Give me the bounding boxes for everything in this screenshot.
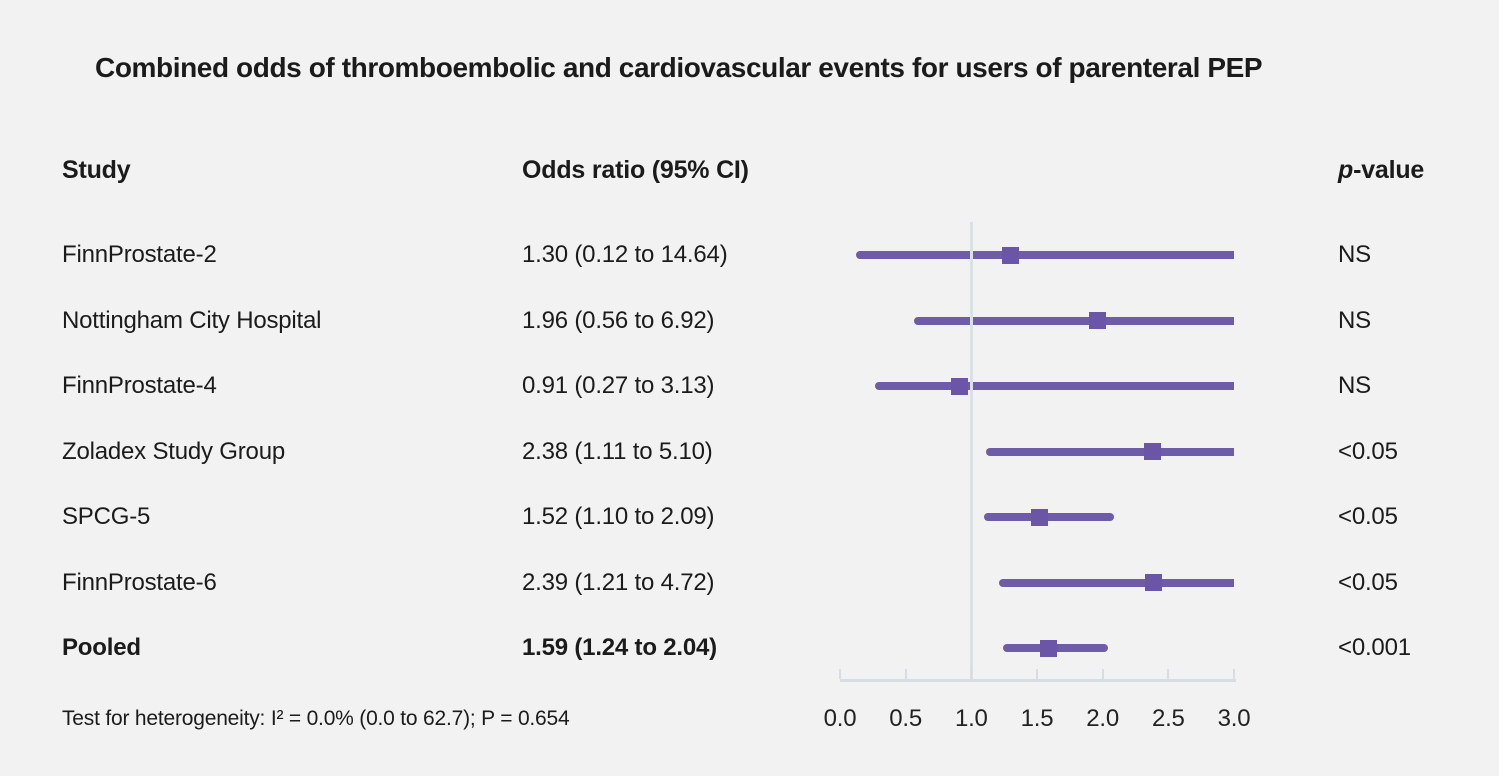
study-label: FinnProstate-4 <box>62 372 217 399</box>
odds-ratio-marker <box>1144 443 1162 460</box>
odds-ratio-value: 2.38 (1.11 to 5.10) <box>522 437 713 465</box>
x-axis-tick <box>1167 669 1170 679</box>
study-label: FinnProstate-6 <box>62 568 217 596</box>
odds-ratio-marker <box>1088 312 1106 329</box>
p-value: NS <box>1338 372 1371 399</box>
x-axis-line <box>840 679 1236 682</box>
study-label: FinnProstate-2 <box>62 241 217 268</box>
x-axis-tick <box>904 669 907 679</box>
x-axis-tick <box>1036 669 1038 679</box>
x-axis-tick-label: 1.5 <box>1020 705 1054 732</box>
odds-ratio-marker <box>1031 508 1049 526</box>
odds-ratio-value: 0.91 (0.27 to 3.13) <box>522 372 715 399</box>
p-value: <0.05 <box>1338 503 1398 530</box>
reference-line <box>969 222 973 682</box>
column-header-study: Study <box>62 156 131 184</box>
odds-ratio-value: 1.30 (0.12 to 14.64) <box>522 241 728 268</box>
odds-ratio-marker <box>1002 246 1020 264</box>
x-axis-tick-label: 1.0 <box>954 705 988 732</box>
study-label: Pooled <box>62 634 141 661</box>
p-value: <0.05 <box>1338 437 1398 465</box>
p-value: <0.05 <box>1338 568 1398 596</box>
x-axis-tick <box>1101 669 1104 679</box>
odds-ratio-marker <box>1040 639 1058 657</box>
x-axis-tick-label: 2.0 <box>1086 705 1120 732</box>
p-value: NS <box>1338 306 1371 334</box>
x-axis-tick <box>1233 669 1235 679</box>
odds-ratio-value: 1.52 (1.10 to 2.09) <box>522 503 715 530</box>
study-label: SPCG-5 <box>62 503 151 530</box>
confidence-interval-line <box>985 447 1234 456</box>
study-label: Zoladex Study Group <box>62 437 285 465</box>
p-value: NS <box>1338 241 1371 268</box>
x-axis-tick <box>970 669 973 679</box>
odds-ratio-value: 2.39 (1.21 to 4.72) <box>522 568 715 596</box>
odds-ratio-marker <box>951 377 968 395</box>
confidence-interval-line <box>913 316 1234 325</box>
p-value-header-rest: -value <box>1353 156 1425 184</box>
x-axis-tick-label: 2.5 <box>1151 705 1185 732</box>
odds-ratio-value: 1.59 (1.24 to 2.04) <box>522 634 717 661</box>
confidence-interval-line <box>855 251 1234 259</box>
study-label: Nottingham City Hospital <box>62 306 322 334</box>
x-axis-tick-label: 0.5 <box>889 705 923 732</box>
p-value-header-italic-p: p <box>1338 156 1354 184</box>
column-header-p-value: p-value <box>1338 155 1424 185</box>
x-axis-tick <box>839 669 841 679</box>
p-value: <0.001 <box>1338 634 1411 661</box>
confidence-interval-line <box>984 513 1115 521</box>
chart-title: Combined odds of thromboembolic and card… <box>95 52 1263 83</box>
heterogeneity-footnote: Test for heterogeneity: I² = 0.0% (0.0 t… <box>62 707 570 730</box>
odds-ratio-marker <box>1145 574 1163 591</box>
x-axis-tick-label: 0.0 <box>823 705 857 732</box>
x-axis-tick-label: 3.0 <box>1217 705 1251 732</box>
confidence-interval-line <box>875 382 1234 390</box>
confidence-interval-line <box>998 578 1234 587</box>
column-header-odds-ratio: Odds ratio (95% CI) <box>522 156 749 184</box>
odds-ratio-value: 1.96 (0.56 to 6.92) <box>522 306 715 334</box>
